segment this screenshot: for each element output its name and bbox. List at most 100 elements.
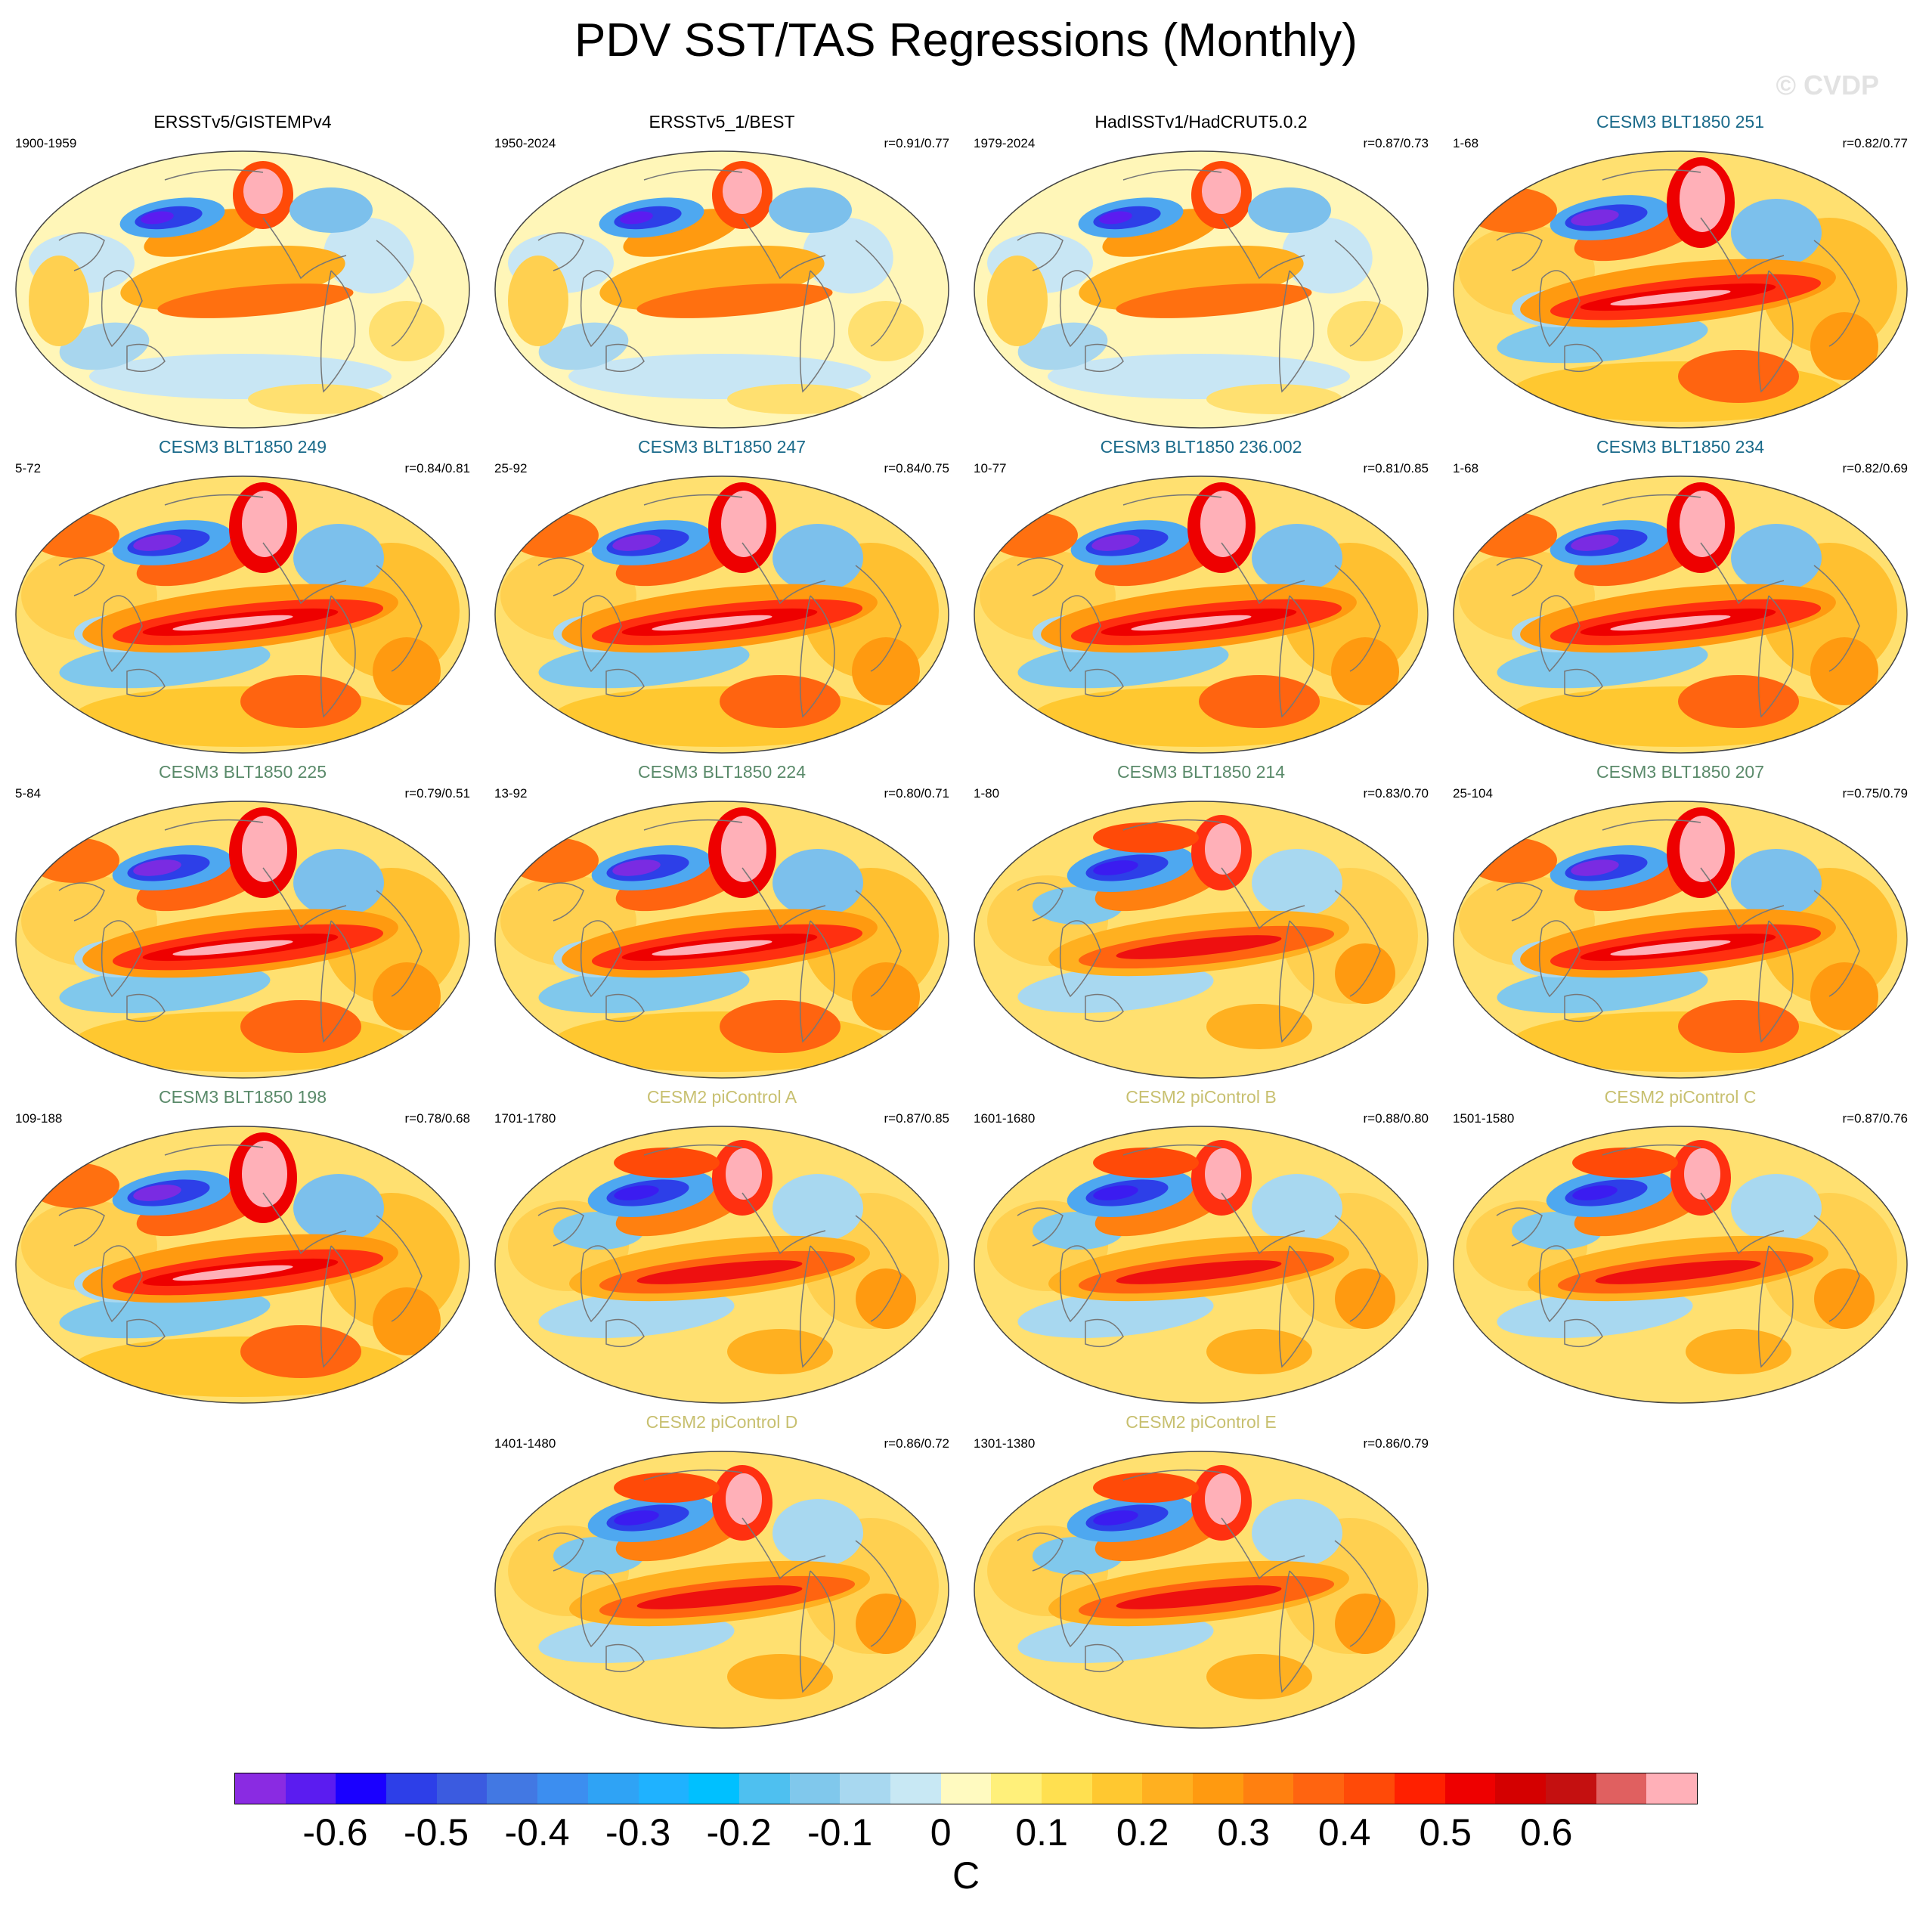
anomaly-region	[1810, 637, 1878, 705]
colorbar-swatch	[587, 1773, 639, 1804]
anomaly-region	[1116, 1260, 1282, 1284]
panel-years: 1-68	[1453, 461, 1479, 475]
map-outline	[974, 801, 1429, 1079]
colorbar-tick-label: -0.6	[302, 1811, 368, 1854]
anomaly-region	[1810, 312, 1878, 380]
panel-title: HadISSTv1/HadCRUT5.0.2	[1094, 112, 1308, 132]
anomaly-region	[1093, 1510, 1138, 1525]
anomaly-region	[721, 491, 766, 557]
colorbar-swatch	[537, 1773, 588, 1804]
anomaly-region	[141, 211, 174, 225]
coastline	[1278, 920, 1314, 1043]
coastline	[605, 343, 645, 373]
anomaly-region	[240, 1325, 361, 1378]
anomaly-region	[1033, 1337, 1365, 1397]
anomaly-region	[1610, 940, 1731, 956]
colorbar-tick-label: -0.4	[504, 1811, 570, 1854]
anomaly-region	[29, 838, 119, 883]
anomaly-region	[772, 1499, 863, 1567]
anomaly-region	[1206, 1329, 1312, 1374]
colorbar-swatch	[991, 1773, 1042, 1804]
coastline	[1122, 819, 1222, 831]
anomaly-region	[242, 1141, 287, 1207]
map-outline	[494, 150, 949, 429]
coastline	[1496, 232, 1543, 271]
coastline	[1538, 920, 1581, 998]
coastline	[1017, 1532, 1064, 1572]
coastline	[101, 1245, 143, 1323]
panel-years: 1-68	[1453, 136, 1479, 150]
colorbar-swatch	[638, 1773, 689, 1804]
coastline	[643, 169, 743, 181]
panel-title: CESM2 piControl B	[1125, 1087, 1277, 1107]
panel-correlation: r=0.87/0.73	[1363, 136, 1429, 150]
regression-map	[15, 150, 470, 429]
colorbar-swatch	[890, 1773, 941, 1804]
anomaly-region	[723, 169, 762, 214]
anomaly-region	[240, 675, 361, 728]
anomaly-region	[1814, 1268, 1875, 1329]
colorbar	[234, 1773, 1698, 1804]
panel-years: 109-188	[15, 1111, 63, 1126]
coastline	[742, 1517, 826, 1580]
panel-correlation: r=0.91/0.77	[884, 136, 950, 150]
anomaly-region	[293, 524, 384, 592]
coastline	[164, 494, 264, 506]
anomaly-region	[720, 675, 841, 728]
anomaly-region	[144, 209, 262, 257]
panel-correlation: r=0.84/0.81	[404, 461, 471, 475]
coastline	[1813, 240, 1860, 347]
map-outline	[15, 801, 470, 1079]
coastline	[605, 1318, 645, 1348]
anomaly-region	[133, 1185, 181, 1201]
panel-correlation: r=0.79/0.51	[404, 786, 471, 801]
anomaly-region	[1466, 187, 1557, 233]
panel-title: CESM3 BLT1850 198	[158, 1087, 327, 1107]
anomaly-region	[1252, 849, 1342, 917]
colorbar-swatch	[436, 1773, 488, 1804]
coastline	[1221, 867, 1305, 930]
coastline	[320, 270, 356, 393]
anomaly-region	[1466, 838, 1557, 883]
coastline	[537, 882, 584, 921]
coastline	[101, 595, 143, 673]
coastline	[580, 920, 622, 998]
map-panel: CESM3 BLT1850 234 1-68 r=0.82/0.69	[1442, 437, 1918, 758]
anomaly-region	[1731, 524, 1822, 592]
regression-map	[15, 1126, 470, 1404]
coastline	[1221, 1517, 1305, 1580]
map-outline	[1453, 801, 1908, 1079]
anomaly-region	[553, 1662, 886, 1722]
coastline	[1085, 668, 1124, 698]
anomaly-region	[1331, 637, 1399, 705]
coastline	[376, 890, 423, 997]
anomaly-region	[133, 534, 181, 551]
coastline	[164, 1144, 264, 1156]
regression-map	[15, 475, 470, 754]
coastline	[320, 920, 356, 1043]
panel-correlation: r=0.86/0.79	[1363, 1436, 1429, 1451]
coastline	[1085, 993, 1124, 1023]
coastline	[1334, 890, 1381, 997]
coastline	[1221, 217, 1305, 280]
map-panel: CESM2 piControl D 1401-1480 r=0.86/0.72	[484, 1412, 960, 1733]
coastline	[1017, 882, 1064, 921]
anomaly-region	[1093, 822, 1199, 853]
anomaly-region	[1093, 860, 1138, 875]
coastline	[855, 1540, 902, 1647]
map-panel: ERSSTv5/GISTEMPv4 1900-1959	[5, 112, 481, 433]
anomaly-region	[289, 187, 373, 233]
coastline	[643, 1469, 743, 1481]
anomaly-region	[1678, 675, 1799, 728]
colorbar-swatch	[1344, 1773, 1395, 1804]
panel-years: 1-80	[974, 786, 1000, 801]
panel-correlation: r=0.86/0.72	[884, 1436, 950, 1451]
anomaly-region	[1678, 350, 1799, 403]
coastline	[643, 1144, 743, 1156]
coastline	[1700, 217, 1785, 280]
colorbar-tick-label: 0.5	[1419, 1811, 1472, 1854]
anomaly-region	[1205, 823, 1241, 875]
panel-years: 10-77	[974, 461, 1007, 475]
coastline	[320, 595, 356, 718]
anomaly-region	[1248, 187, 1331, 233]
